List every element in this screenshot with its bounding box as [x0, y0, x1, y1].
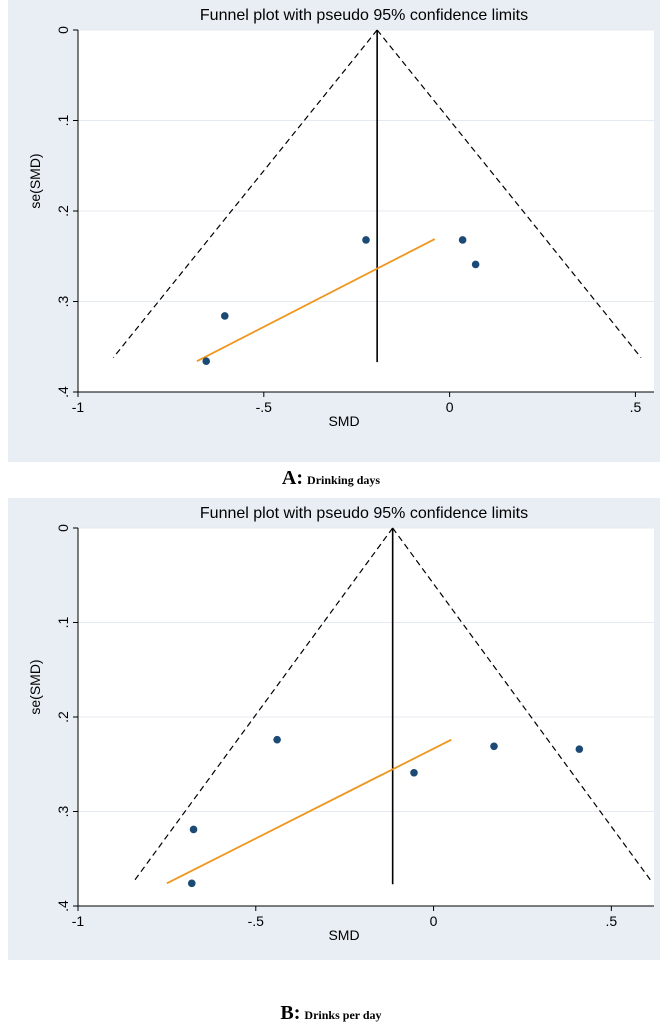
x-axis-label: SMD [328, 413, 359, 429]
data-point-2 [273, 735, 281, 744]
x-tick-label-1: -.5 [248, 913, 265, 929]
x-tick-label-2: 0 [430, 913, 438, 929]
caption-a: A: Drinking days [0, 467, 662, 490]
data-point-4 [471, 260, 480, 269]
y-tick-label-3: .3 [55, 295, 71, 307]
x-tick-label-2: 0 [446, 399, 454, 415]
funnel-left-limit [132, 527, 394, 883]
data-point-1 [187, 879, 196, 888]
x-tick-label-0: -1 [72, 399, 85, 415]
y-tick-label-2: .2 [55, 711, 71, 723]
data-point-0 [189, 825, 198, 834]
y-tick-label-0: 0 [55, 26, 71, 34]
chart-title: Funnel plot with pseudo 95% confidence l… [200, 7, 528, 24]
x-axis-label: SMD [328, 927, 359, 943]
y-tick-label-3: .3 [55, 805, 71, 817]
data-point-3 [410, 768, 418, 777]
data-point-1 [220, 312, 229, 320]
y-tick-label-4: .4 [55, 386, 71, 398]
y-tick-label-0: 0 [55, 524, 71, 532]
data-point-2 [362, 236, 370, 244]
data-point-4 [490, 742, 498, 751]
caption-a-letter: A: [281, 467, 304, 489]
caption-b-letter: B: [280, 1002, 301, 1024]
regression-line [166, 738, 452, 885]
x-tick-label-3: .5 [630, 399, 642, 415]
y-tick-label-1: .1 [55, 114, 71, 126]
regression-line [196, 238, 436, 363]
caption-b: B: Drinks per day [0, 1002, 662, 1025]
y-axis-label: se(SMD) [27, 659, 43, 714]
data-point-5 [575, 745, 584, 753]
data-point-3 [458, 236, 467, 244]
x-tick-label-1: -.5 [256, 399, 273, 415]
caption-a-text: Drinking days [307, 473, 381, 487]
y-axis-label: se(SMD) [27, 153, 43, 208]
funnel-left-limit [112, 29, 378, 358]
funnel-right-limit [392, 527, 653, 883]
data-point-0 [202, 357, 211, 366]
funnel-plot-panel-b: 0 .1 .2 .3 .4 -1 -.5 0 .5 SMD se(SMD) Funnel plot w… [8, 498, 660, 960]
funnel-plot-panel-a: 0 .1 .2 .3 .4 -1 -.5 0 .5 SMD se(SMD) Funnel plot w… [8, 0, 660, 462]
funnel-right-limit [376, 29, 642, 358]
funnel-plot-a: 0 .1 .2 .3 .4-1 -.5 0 .5 SMD se(SMD) Funnel plot w… [27, 7, 654, 429]
x-tick-label-0: -1 [72, 913, 85, 929]
funnel-plot-b: 0 .1 .2 .3 .4-1 -.5 0 .5 SMD se(SMD) Funnel plot w… [27, 505, 654, 943]
y-tick-label-4: .4 [55, 900, 71, 912]
y-tick-label-1: .1 [55, 616, 71, 628]
chart-title: Funnel plot with pseudo 95% confidence l… [200, 505, 528, 522]
y-tick-label-2: .2 [55, 205, 71, 217]
x-tick-label-3: .5 [605, 913, 617, 929]
caption-b-text: Drinks per day [304, 1008, 382, 1022]
